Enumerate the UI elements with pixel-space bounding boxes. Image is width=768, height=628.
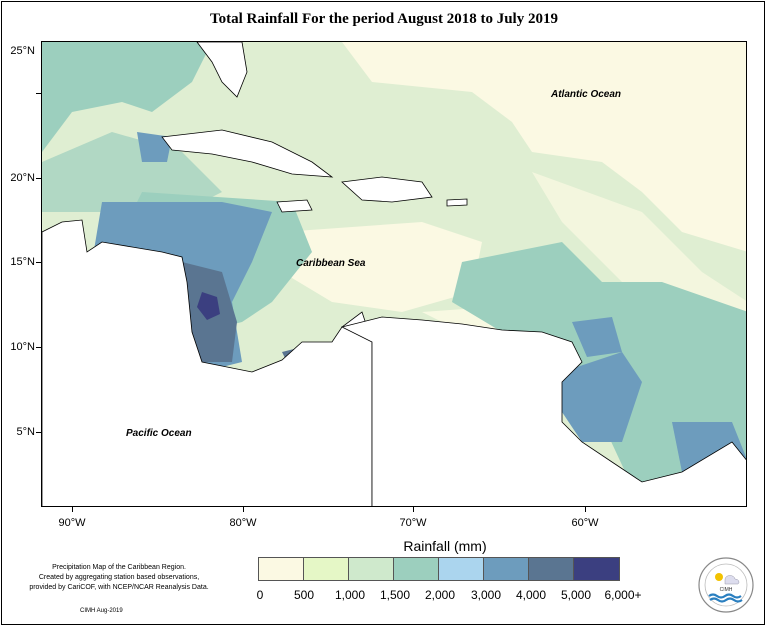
legend-label: 1,000 — [334, 588, 366, 602]
cimh-logo: CIMH — [698, 557, 754, 613]
sun-icon — [715, 573, 723, 581]
land — [42, 42, 746, 506]
rainfall-map — [41, 41, 747, 507]
map-title: Total Rainfall For the period August 201… — [210, 11, 558, 27]
caption-line: provided by CariCOF, with NCEP/NCAR Rean… — [29, 584, 209, 591]
legend-label: 3,000 — [470, 588, 502, 602]
legend-swatch — [484, 558, 529, 580]
lat-label-10n: 10°N — [10, 341, 35, 353]
rain-zone-low-central — [282, 222, 482, 312]
legend-label: 1,500 — [379, 588, 411, 602]
map-canvas — [42, 42, 746, 506]
legend-label: 0 — [256, 588, 264, 602]
lat-tick — [36, 262, 41, 263]
rain-zone-guyana — [562, 352, 642, 442]
lat-tick — [36, 347, 41, 348]
land-south-america — [340, 316, 746, 506]
credit-text: CIMH Aug-2019 — [80, 608, 123, 614]
lat-tick — [36, 432, 41, 433]
label-pacific-ocean: Pacific Ocean — [126, 428, 192, 439]
legend-label: 500 — [293, 588, 315, 602]
legend-swatch — [304, 558, 349, 580]
logo-text: CIMH — [720, 587, 733, 593]
legend-swatch — [394, 558, 439, 580]
caption-line: Precipitation Map of the Caribbean Regio… — [52, 564, 186, 571]
lat-label-5n: 5°N — [16, 426, 35, 438]
rainfall-legend — [258, 557, 620, 581]
label-caribbean-sea: Caribbean Sea — [296, 258, 366, 269]
land-florida — [196, 42, 248, 98]
land-hispaniola — [341, 176, 433, 203]
lon-label-70w: 70°W — [399, 517, 427, 529]
rain-zone-trinidad — [572, 317, 622, 357]
land-jamaica — [276, 199, 313, 213]
map-caption: Precipitation Map of the Caribbean Regio… — [14, 563, 224, 593]
legend-swatch — [349, 558, 394, 580]
lon-label-60w: 60°W — [571, 517, 599, 529]
lat-label-15n: 15°N — [10, 256, 35, 268]
lon-label-80w: 80°W — [229, 517, 257, 529]
legend-label: 6,000+ — [604, 588, 642, 602]
wave-icon — [708, 593, 742, 599]
cloud-icon — [724, 575, 740, 585]
land-cuba — [161, 129, 334, 178]
land-puerto-rico — [446, 198, 468, 207]
legend-label: 5,000 — [560, 588, 592, 602]
legend-title: Rainfall (mm) — [403, 538, 487, 554]
lat-tick — [36, 178, 41, 179]
lat-label-25n: 25°N — [10, 45, 35, 57]
rain-zone-gulf — [42, 42, 212, 152]
lat-label-20n: 20°N — [10, 172, 35, 184]
legend-swatch — [529, 558, 574, 580]
lon-tick — [72, 507, 73, 512]
lon-tick — [243, 507, 244, 512]
label-atlantic-ocean: Atlantic Ocean — [551, 89, 622, 100]
rain-zone-low-atlantic — [342, 42, 746, 252]
lon-tick — [585, 507, 586, 512]
lon-tick — [413, 507, 414, 512]
legend-label: 2,000 — [424, 588, 456, 602]
lat-tick — [36, 93, 41, 94]
caption-line: Created by aggregating station based obs… — [38, 574, 200, 581]
rain-zone-cuba — [137, 132, 172, 162]
lon-label-90w: 90°W — [58, 517, 86, 529]
legend-label: 4,000 — [515, 588, 547, 602]
legend-swatch — [259, 558, 304, 580]
rain-zone-max — [197, 292, 220, 320]
legend-swatch — [439, 558, 484, 580]
legend-swatch — [574, 558, 619, 580]
